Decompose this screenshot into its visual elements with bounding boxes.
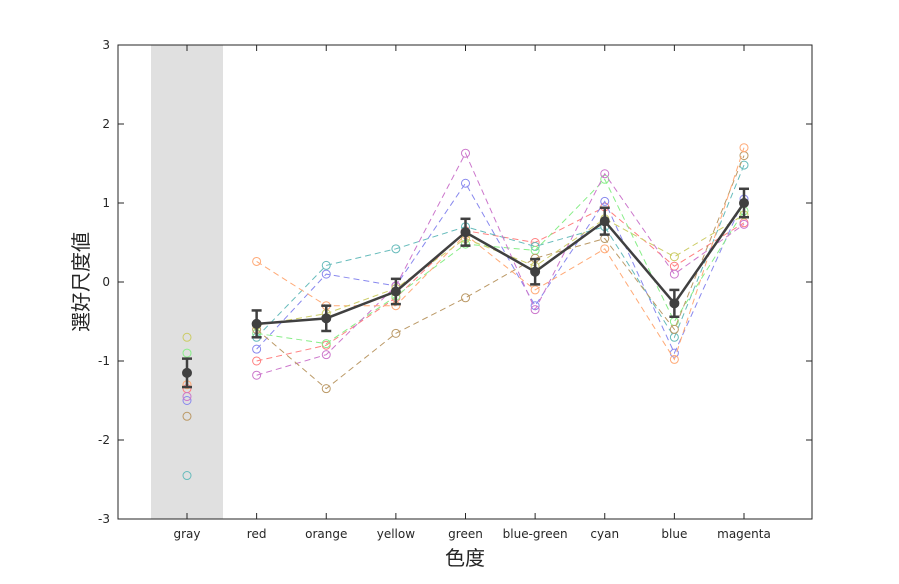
mean-point-red: [251, 318, 262, 329]
series-point-4-gray: [182, 348, 192, 358]
series-point-8-blue: [669, 252, 679, 262]
series-line-8: [256, 214, 745, 326]
series-point-6-yellow: [391, 328, 401, 338]
series-point-5-blue: [669, 269, 679, 279]
mean-point-yellow: [390, 286, 401, 297]
series-point-5-orange: [321, 350, 331, 360]
mean-point-green: [460, 227, 471, 238]
series-point-3-yellow: [391, 244, 401, 254]
x-tick-label-blue: blue: [661, 527, 687, 541]
series-point-7-blue: [669, 354, 679, 364]
series-point-4-orange: [321, 339, 331, 349]
mean-point-blue-green: [530, 266, 541, 277]
x-tick-label-blue-green: blue-green: [503, 527, 568, 541]
series-point-7-magenta: [739, 143, 749, 153]
series-point-7-blue-green: [530, 285, 540, 295]
series-point-2-cyan: [600, 196, 610, 206]
x-tick-label-yellow: yellow: [377, 527, 415, 541]
mean-point-cyan: [599, 216, 610, 227]
y-tick-label: 3: [102, 38, 110, 52]
mean-point-magenta: [739, 198, 749, 208]
series-point-6-blue: [669, 324, 679, 334]
x-tick-label-red: red: [247, 527, 267, 541]
x-tick-label-cyan: cyan: [590, 527, 619, 541]
series-line-4: [256, 178, 745, 345]
series-line-2: [256, 182, 745, 355]
series-point-2-gray: [182, 396, 192, 405]
series-line-1: [256, 206, 745, 362]
series-point-5-cyan: [600, 169, 610, 179]
x-tick-label-gray: gray: [173, 527, 200, 541]
y-tick-label: 2: [102, 117, 110, 131]
x-axis-label: 色度: [445, 546, 485, 570]
x-tick-label-magenta: magenta: [717, 527, 771, 541]
series-point-5-blue-green: [530, 305, 540, 315]
y-tick-label: -2: [98, 433, 110, 447]
y-tick-label: -3: [98, 512, 110, 526]
series-point-6-gray: [182, 411, 192, 421]
mean-point-orange: [321, 313, 332, 324]
series-point-5-gray: [182, 392, 192, 402]
series-point-2-red: [252, 344, 262, 354]
series-point-1-red: [252, 356, 262, 366]
series-line-3: [256, 164, 745, 339]
y-tick-label: 0: [102, 275, 110, 289]
series-point-3-orange: [321, 260, 331, 270]
series-point-2-orange: [321, 269, 331, 279]
mean-point-blue: [669, 298, 680, 309]
series-point-3-gray: [182, 471, 192, 481]
highlight-band: [151, 45, 223, 519]
mean-point-gray: [182, 367, 192, 378]
series-point-2-green: [461, 178, 470, 188]
y-axis-label: 選好尺度値: [69, 232, 93, 332]
y-tick-label: 1: [102, 196, 110, 210]
y-tick-label: -1: [98, 354, 110, 368]
series-point-6-green: [461, 293, 470, 303]
series-point-6-orange: [321, 384, 331, 394]
series-line-7: [256, 147, 745, 361]
series-point-7-red: [252, 256, 262, 266]
series-point-5-red: [252, 370, 262, 380]
x-tick-label-green: green: [448, 527, 483, 541]
x-tick-label-orange: orange: [305, 527, 347, 541]
series-point-5-magenta: [739, 219, 749, 229]
series-point-7-cyan: [600, 244, 610, 254]
series-point-5-green: [461, 148, 470, 158]
series-line-5: [256, 152, 745, 376]
series-point-8-gray: [182, 332, 192, 342]
mean-line: [256, 202, 746, 326]
